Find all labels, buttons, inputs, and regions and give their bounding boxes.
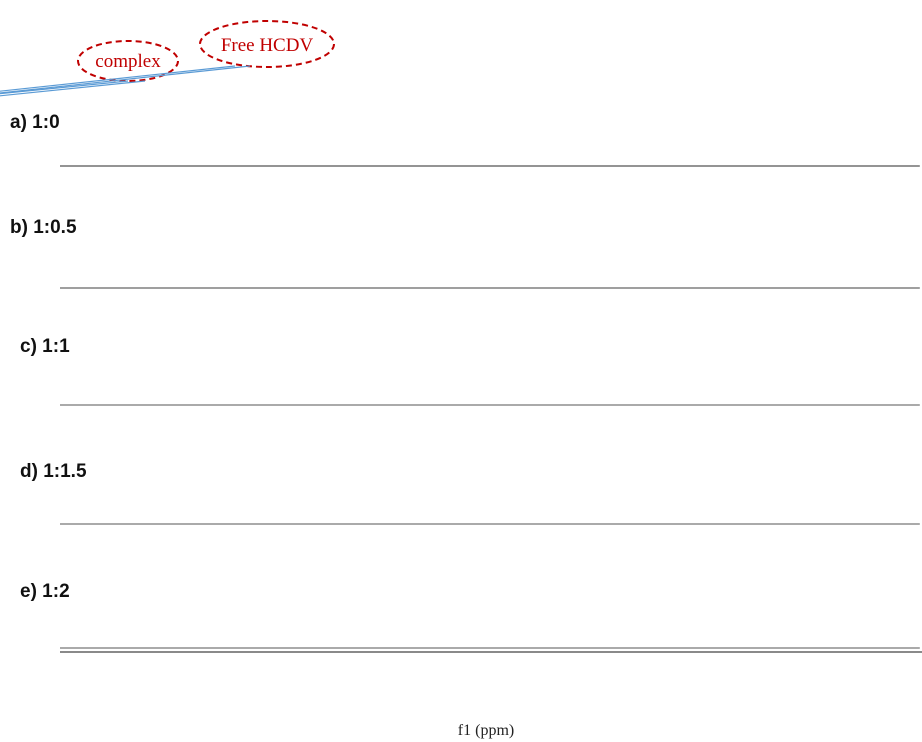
trace-label-a: a) 1:0: [10, 112, 60, 133]
trace-label-e: e) 1:2: [20, 581, 70, 602]
complex-annotation-ellipse: [77, 40, 179, 82]
trace-label-c: c) 1:1: [20, 336, 70, 357]
annotations: complex Free HCDV: [0, 20, 335, 97]
x-axis-title: f1 (ppm): [458, 722, 514, 739]
trace-labels: a) 1:0 b) 1:0.5 c) 1:1 d) 1:1.5 e) 1:2: [10, 112, 87, 602]
free-hcdv-annotation-ellipse: [199, 20, 335, 68]
x-axis: 9.59.08.58.07.57.06.56.05.5 f1 (ppm): [60, 651, 922, 739]
trace-label-b: b) 1:0.5: [10, 217, 77, 238]
complex-annotation-label: complex: [95, 51, 161, 72]
spectrum-traces: [60, 165, 920, 649]
free-hcdv-annotation-label: Free HCDV: [221, 35, 314, 56]
trace-label-d: d) 1:1.5: [20, 461, 87, 482]
